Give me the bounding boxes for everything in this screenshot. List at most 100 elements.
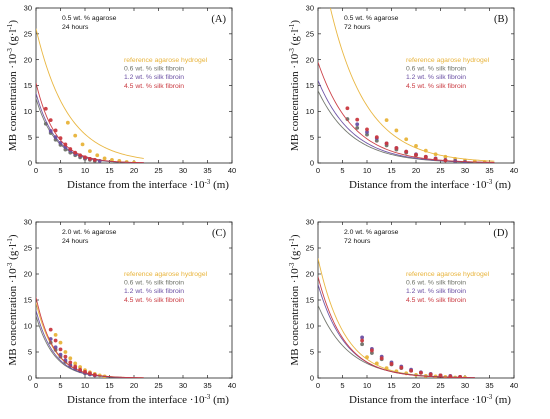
y-tick-label: 5 [310, 133, 314, 142]
y-tick-label: 25 [24, 30, 32, 39]
condition-label: 2.0 wt. % agarose [62, 229, 117, 236]
x-tick-label: 15 [105, 166, 113, 175]
data-point [443, 158, 448, 163]
panel-label: (A) [211, 14, 226, 25]
panel-label: (B) [494, 14, 509, 25]
y-tick-label: 20 [24, 270, 32, 279]
x-tick-label: 40 [228, 166, 236, 175]
x-tick-label: 40 [510, 166, 518, 175]
data-point [448, 374, 453, 378]
data-point [88, 149, 92, 154]
plot-area [36, 297, 144, 378]
data-point [360, 342, 364, 347]
series-fit-line [36, 297, 144, 378]
data-point [48, 129, 53, 133]
data-point [419, 370, 423, 375]
y-tick-label: 20 [306, 270, 314, 279]
data-point [345, 106, 350, 111]
y-tick-label: 15 [306, 81, 314, 90]
x-tick-label: 0 [316, 381, 320, 390]
data-point [83, 155, 87, 160]
data-point [355, 117, 360, 122]
data-point [379, 356, 384, 361]
data-point [88, 156, 92, 161]
chart-panel-b: 0 5 10 15 20 25 30 35 40 0 5 10 15 20 25 30 (B) 0.5 wt. %… [288, 4, 518, 191]
x-tick-label: 35 [203, 381, 211, 390]
legend-entry: 0.6 wt. % silk fibroin [124, 66, 184, 73]
data-point [360, 335, 364, 340]
panel-label: (D) [493, 228, 508, 239]
y-tick-label: 10 [24, 322, 32, 331]
y-tick-label: 30 [24, 4, 32, 13]
data-point [414, 152, 418, 157]
legend-entry: 4.5 wt. % silk fibroin [406, 297, 466, 304]
data-point [345, 117, 350, 121]
y-tick-label: 0 [28, 374, 32, 383]
y-tick-label: 15 [24, 81, 32, 90]
x-tick-label: 25 [436, 381, 444, 390]
data-point [63, 354, 68, 359]
x-tick-label: 30 [179, 381, 187, 390]
data-point [53, 338, 58, 343]
x-tick-label: 5 [340, 166, 344, 175]
plot-area [36, 28, 144, 163]
data-point [58, 347, 63, 352]
data-point [399, 365, 404, 370]
data-point [78, 367, 82, 372]
data-point [58, 136, 63, 141]
data-point [370, 348, 374, 353]
legend-entry: 4.5 wt. % silk fibroin [406, 83, 466, 90]
y-axis-label: MB concentration ·10-3 (g·l-1) [6, 234, 19, 365]
data-point [73, 361, 78, 366]
chart-panel-a: 0 5 10 15 20 25 30 35 40 0 5 10 15 20 25 30 (A) 0.5 wt. %… [6, 4, 236, 191]
y-tick-label: 30 [306, 4, 314, 13]
data-point [443, 154, 448, 159]
data-point [355, 125, 360, 130]
data-point [365, 127, 369, 132]
chart-panel-d: 0 5 10 15 20 25 30 35 40 0 5 10 15 20 25 30 (D) 2.0 wt. %… [288, 218, 518, 406]
legend-entry: 1.2 wt. % silk fibroin [406, 74, 466, 81]
y-tick-label: 25 [306, 244, 314, 253]
x-tick-label: 35 [485, 166, 493, 175]
legend-entry: reference agarose hydrogel [406, 57, 490, 64]
x-tick-label: 5 [340, 381, 344, 390]
data-point [423, 148, 428, 153]
y-tick-label: 30 [306, 218, 314, 227]
data-point [95, 153, 100, 158]
data-point [80, 142, 85, 147]
legend-entry: 4.5 wt. % silk fibroin [124, 83, 184, 90]
plot-area [318, 8, 495, 163]
data-point [58, 140, 63, 145]
data-point [92, 372, 97, 377]
y-tick-label: 25 [24, 244, 32, 253]
legend-entry: reference agarose hydrogel [124, 271, 208, 278]
chart-panel-c: 0 5 10 15 20 25 30 35 40 0 5 10 15 20 25 30 (C) 2.0 wt. %… [6, 218, 236, 406]
data-point [83, 369, 87, 374]
data-point [73, 150, 78, 155]
y-tick-label: 15 [306, 296, 314, 305]
data-point [384, 366, 389, 371]
legend-entry: 0.6 wt. % silk fibroin [406, 66, 466, 73]
data-point [53, 128, 58, 133]
x-tick-label: 15 [387, 166, 395, 175]
data-point [43, 106, 48, 111]
data-point [73, 133, 78, 138]
x-tick-label: 35 [203, 166, 211, 175]
data-point [374, 361, 379, 366]
time-label: 24 hours [62, 24, 89, 31]
condition-label: 0.5 wt. % agarose [62, 15, 117, 22]
data-point [404, 149, 409, 154]
data-point [423, 154, 428, 159]
data-point [438, 373, 443, 378]
data-point [78, 365, 82, 369]
series-fit-line [318, 305, 475, 378]
x-tick-label: 20 [130, 166, 138, 175]
x-tick-label: 30 [461, 381, 469, 390]
x-tick-label: 5 [58, 166, 62, 175]
data-point [53, 332, 58, 337]
y-axis-label: MB concentration ·10-3 (g·l-1) [288, 20, 301, 151]
x-tick-label: 25 [154, 166, 162, 175]
x-tick-label: 40 [510, 381, 518, 390]
x-tick-label: 10 [81, 166, 89, 175]
